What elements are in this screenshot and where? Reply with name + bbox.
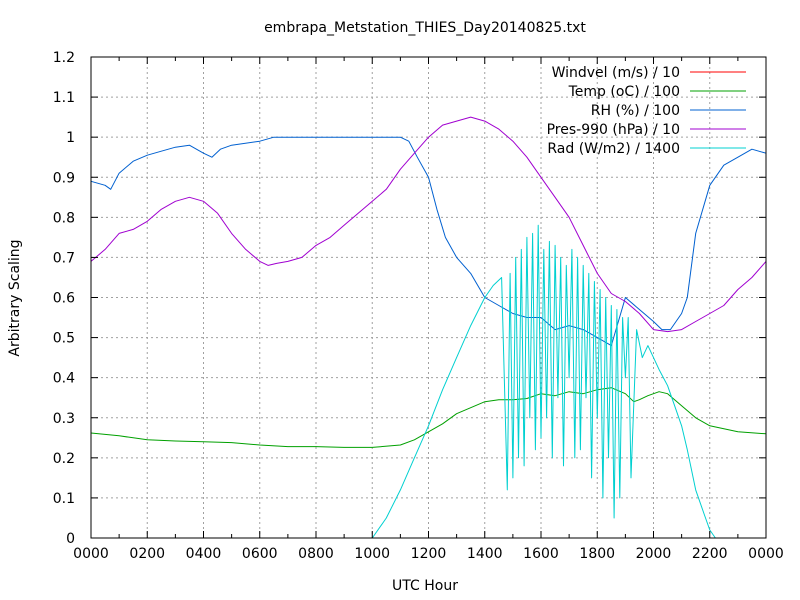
series-line-4: [371, 224, 716, 539]
legend-label: RH (%) / 100: [591, 103, 680, 119]
x-tick-label: 0400: [186, 546, 222, 562]
x-tick-label: 0600: [242, 546, 278, 562]
x-tick-label: 0000: [748, 546, 784, 562]
y-tick-label: 1.2: [53, 50, 75, 66]
series-line-3: [90, 116, 767, 333]
x-tick-label: 1600: [523, 546, 559, 562]
x-tick-label: 0000: [73, 546, 109, 562]
chart-title: embrapa_Metstation_THIES_Day20140825.txt: [264, 20, 586, 36]
y-tick-label: 0.8: [53, 210, 75, 226]
y-tick-label: 1: [66, 130, 75, 146]
x-tick-label: 0800: [298, 546, 334, 562]
legend-label: Temp (oC) / 100: [568, 84, 680, 100]
x-tick-label: 2200: [692, 546, 728, 562]
y-axis-tick-labels: 0 0.1 0.2 0.3 0.4 0.5 0.6 0.7 0.8 0.9 1 1.1 1.2: [53, 50, 75, 547]
x-axis-tick-labels: 0000 0200 0400 0600 0800 1000 1200 1400 1600 1800…: [73, 546, 784, 562]
y-tick-label: 0.1: [53, 491, 75, 507]
y-tick-label: 0: [66, 531, 75, 547]
legend: Windvel (m/s) / 10 Temp (oC) / 100 RH (%) …: [547, 65, 746, 157]
plot-area: [90, 116, 767, 539]
axis-ticks: [90, 56, 767, 539]
y-tick-label: 0.9: [53, 170, 75, 186]
y-tick-label: 0.7: [53, 250, 75, 266]
series-line-2: [90, 136, 767, 347]
x-tick-label: 2000: [636, 546, 672, 562]
x-tick-label: 1200: [411, 546, 447, 562]
y-axis-title: Arbitrary Scaling: [7, 239, 23, 356]
x-axis-title: UTC Hour: [392, 578, 458, 594]
series-line-1: [90, 387, 767, 448]
y-tick-label: 0.5: [53, 331, 75, 347]
legend-label: Rad (W/m2) / 1400: [547, 141, 680, 157]
y-tick-label: 0.4: [53, 371, 75, 387]
legend-label: Pres-990 (hPa) / 10: [547, 122, 680, 138]
x-tick-label: 1000: [354, 546, 390, 562]
y-tick-label: 0.3: [53, 411, 75, 427]
x-tick-label: 0200: [129, 546, 165, 562]
y-tick-label: 0.2: [53, 451, 75, 467]
legend-label: Windvel (m/s) / 10: [552, 65, 680, 81]
x-tick-label: 1400: [467, 546, 503, 562]
y-tick-label: 0.6: [53, 291, 75, 307]
y-tick-label: 1.1: [53, 90, 75, 106]
x-tick-label: 1800: [579, 546, 615, 562]
